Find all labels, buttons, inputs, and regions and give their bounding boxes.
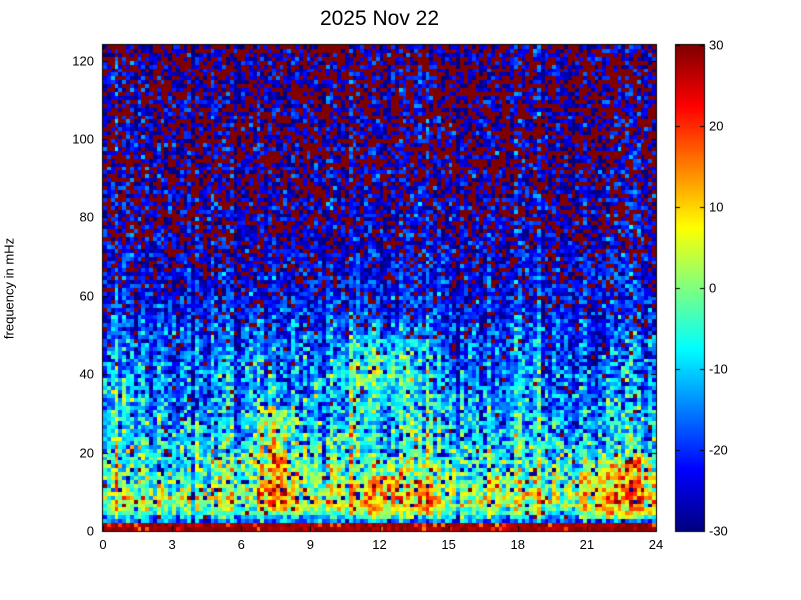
colorbar-tick-label: -20 [709,442,728,458]
y-tick-label: 40 [79,366,94,382]
x-tick-label: 21 [579,537,595,552]
x-tick-label: 18 [510,537,525,552]
y-tick-label: 20 [79,445,94,461]
y-tick-label: 120 [72,53,94,69]
x-tick-label: 0 [99,537,107,552]
x-tick-label: 3 [168,537,176,552]
x-tick-label: 12 [372,537,387,552]
colorbar-tick-label: -30 [709,523,728,539]
colorbar-tick-label: -10 [709,361,728,377]
y-tick-label: 80 [79,209,94,225]
colorbar-tick-label: 10 [709,199,724,215]
y-tick-label: 0 [86,523,94,539]
y-tick-label: 100 [72,131,94,147]
colorbar-tick-label: 30 [709,37,724,53]
x-tick-label: 24 [648,537,664,552]
x-tick-label: 15 [441,537,456,552]
colorbar-tick-label: 0 [709,280,717,296]
y-tick-label: 60 [79,288,94,304]
colorbar-tick-label: 20 [709,118,724,134]
x-tick-label: 6 [237,537,245,552]
x-tick-label: 9 [306,537,314,552]
